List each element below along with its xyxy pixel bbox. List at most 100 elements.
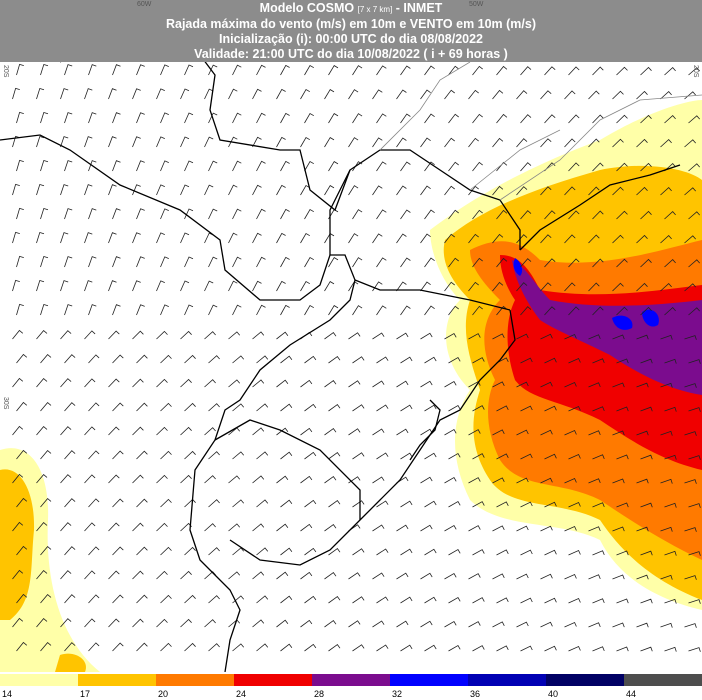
- wind-barb: [64, 450, 76, 460]
- wind-barb: [16, 641, 28, 652]
- wind-barb: [136, 112, 145, 124]
- wind-barb: [12, 521, 24, 532]
- wind-barb: [36, 618, 48, 628]
- wind-barb: [112, 402, 124, 412]
- header-line: Modelo COSMO [7 x 7 km] - INMET: [0, 1, 702, 17]
- wind-barb: [156, 184, 165, 196]
- wind-barb: [136, 256, 145, 268]
- wind-barb: [64, 546, 76, 556]
- wind-barb: [112, 256, 121, 268]
- wind-barb: [520, 645, 533, 652]
- wind-barb: [444, 476, 457, 484]
- wind-barb: [276, 619, 289, 628]
- borders: [0, 62, 681, 672]
- wind-barb: [328, 548, 341, 556]
- wind-barb: [472, 357, 485, 364]
- wind-barb: [108, 474, 120, 484]
- wind-barb: [36, 330, 48, 340]
- wind-barb: [352, 500, 365, 508]
- wind-barb: [304, 160, 315, 172]
- wind-barb: [540, 234, 552, 244]
- wind-barb: [276, 136, 286, 148]
- wind-barb: [372, 620, 385, 628]
- wind-barb: [36, 474, 48, 484]
- wind-barb: [36, 88, 45, 100]
- wind-barb: [588, 526, 601, 532]
- wind-barb: [184, 112, 194, 124]
- wind-barb: [564, 573, 577, 580]
- wind-barb: [516, 333, 529, 340]
- legend-swatch: [0, 674, 78, 686]
- wind-barb: [180, 426, 192, 436]
- wind-barb: [444, 524, 457, 532]
- wind-barb: [252, 427, 265, 436]
- wind-barb: [520, 306, 532, 316]
- wind-barb: [252, 523, 265, 532]
- wind-barb: [228, 232, 238, 244]
- wind-barb: [204, 475, 216, 484]
- wind-barb: [588, 282, 600, 292]
- lat-label: 20S: [2, 65, 9, 78]
- wind-barb: [688, 503, 701, 508]
- wind-barb: [372, 233, 383, 244]
- wind-barb: [660, 622, 673, 628]
- wind-barb: [156, 570, 168, 580]
- wind-barb: [688, 455, 701, 460]
- lon-label: 60W: [137, 1, 152, 8]
- wind-barb: [16, 207, 24, 220]
- legend-swatch: [234, 674, 312, 686]
- wind-barb: [496, 209, 508, 220]
- wind-barb: [36, 426, 48, 436]
- wind-barb: [180, 474, 192, 484]
- wind-barb: [472, 305, 483, 316]
- wind-barb: [108, 618, 120, 628]
- wind-barb: [232, 547, 245, 556]
- wind-barb: [40, 450, 52, 460]
- wind-barb: [592, 502, 605, 508]
- wind-barb: [132, 570, 144, 580]
- wind-barb: [348, 233, 359, 244]
- wind-barb: [468, 621, 481, 628]
- wind-barb: [468, 333, 481, 340]
- wind-barb: [688, 163, 701, 172]
- wind-barb: [640, 454, 653, 460]
- wind-barb: [352, 257, 363, 268]
- wind-barb: [664, 598, 677, 604]
- wind-barb: [592, 114, 604, 124]
- wind-barb: [396, 233, 407, 244]
- wind-barb: [564, 381, 577, 388]
- wind-barb: [616, 114, 628, 124]
- wind-barb: [208, 112, 218, 124]
- wind-barb: [424, 257, 435, 268]
- wind-barb: [304, 256, 315, 268]
- wind-barb: [372, 524, 385, 532]
- wind-barb: [108, 136, 117, 148]
- wind-barb: [232, 451, 245, 460]
- wind-barb: [588, 430, 601, 436]
- wind-barb: [12, 617, 24, 628]
- wind-barb: [160, 112, 169, 124]
- wind-barb: [640, 258, 652, 268]
- wind-barb: [112, 160, 121, 172]
- wind-barb: [204, 571, 216, 580]
- wind-barb: [304, 451, 317, 460]
- wind-barb: [664, 307, 676, 316]
- wind-barb: [180, 88, 190, 100]
- wind-barb: [204, 427, 216, 436]
- wind-barb: [640, 210, 652, 220]
- wind-barb: [16, 401, 28, 412]
- wind-barb: [540, 477, 553, 484]
- wind-barb: [12, 183, 20, 196]
- wind-barb: [516, 525, 529, 532]
- wind-barb: [184, 208, 194, 220]
- wind-barb: [540, 429, 553, 436]
- wind-barb: [64, 498, 76, 508]
- wind-barb: [256, 160, 266, 172]
- wind-barb: [636, 186, 648, 196]
- wind-barb: [304, 643, 317, 652]
- wind-barb: [204, 523, 216, 532]
- wind-barb: [640, 646, 653, 652]
- wind-barb: [376, 356, 389, 364]
- wind-barb: [184, 642, 196, 652]
- legend-label: 36: [470, 689, 480, 699]
